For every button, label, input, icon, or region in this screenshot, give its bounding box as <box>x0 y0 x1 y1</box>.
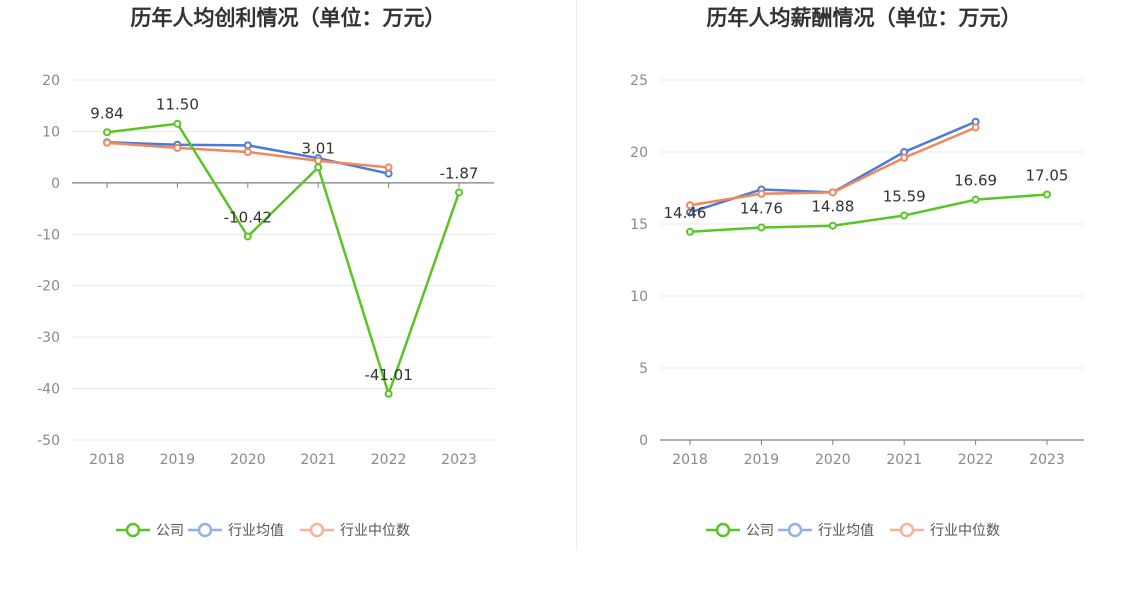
legend-item[interactable]: 行业均值 <box>778 522 874 539</box>
legend-item[interactable]: 公司 <box>706 522 774 539</box>
series-point <box>828 221 837 230</box>
series-point <box>173 119 182 128</box>
y-tick-label: 0 <box>639 433 648 449</box>
series-point <box>828 188 837 197</box>
y-tick-label: 25 <box>630 73 648 89</box>
legend-marker <box>899 522 915 538</box>
x-tick-label: 2021 <box>886 452 922 468</box>
data-label: 14.46 <box>664 204 707 222</box>
data-label: 14.88 <box>811 198 854 216</box>
y-tick-label: -20 <box>37 279 60 295</box>
legend-label: 行业中位数 <box>340 523 410 539</box>
x-tick-label: 2020 <box>815 452 851 468</box>
chart-title: 历年人均薪酬情况（单位：万元） <box>707 6 1022 30</box>
salary-per-capita-chart: 历年人均薪酬情况（单位：万元） 25 20 15 10 5 0 2018 2019 2020 20… <box>630 6 1084 539</box>
y-tick-label: 20 <box>630 145 648 161</box>
data-label: 16.69 <box>954 172 997 190</box>
x-tick-label: 2021 <box>300 452 336 468</box>
series-point <box>243 148 252 156</box>
legend-marker <box>715 522 731 538</box>
legend-label: 公司 <box>746 523 774 539</box>
series-point <box>243 232 252 241</box>
series-point <box>1043 190 1051 199</box>
series-point <box>971 195 980 204</box>
data-label: 11.50 <box>156 96 199 114</box>
x-tick-label: 2019 <box>744 452 780 468</box>
series-point <box>384 389 393 398</box>
legend-label: 公司 <box>156 523 184 539</box>
chart-legend[interactable]: 公司 行业均值 行业中位数 <box>116 522 410 539</box>
data-label: 9.84 <box>90 104 123 122</box>
series-point <box>686 208 694 217</box>
x-tick-label: 2018 <box>89 452 125 468</box>
series-point <box>757 189 766 198</box>
legend-marker <box>787 522 803 538</box>
series-line-0 <box>689 193 1048 234</box>
data-label: 14.76 <box>740 199 783 217</box>
series-point <box>314 163 323 172</box>
series-point <box>384 163 393 172</box>
series-point <box>173 143 182 152</box>
series-point <box>384 169 393 178</box>
series-point <box>757 223 766 232</box>
legend-marker <box>125 522 141 538</box>
data-label: 17.05 <box>1026 166 1069 184</box>
series-point <box>686 201 694 210</box>
legend-item[interactable]: 行业中位数 <box>300 522 410 539</box>
x-tick-label: 2023 <box>1029 452 1065 468</box>
legend-label: 行业中位数 <box>930 523 1000 539</box>
y-tick-label: -10 <box>37 227 60 243</box>
y-tick-label: 10 <box>42 124 60 140</box>
legend-item[interactable]: 行业均值 <box>188 522 284 539</box>
series-point <box>971 123 980 132</box>
y-tick-label: 20 <box>42 73 60 89</box>
x-tick-label: 2018 <box>672 452 708 468</box>
y-tick-label: 5 <box>639 361 648 377</box>
series-point <box>900 153 909 162</box>
legend-label: 行业均值 <box>228 523 284 539</box>
data-label: -10.42 <box>224 208 272 226</box>
data-label: -41.01 <box>364 366 412 384</box>
x-tick-label: 2022 <box>958 452 994 468</box>
x-tick-label: 2022 <box>371 452 407 468</box>
y-tick-label: 15 <box>630 217 648 233</box>
legend-item[interactable]: 公司 <box>116 522 184 539</box>
legend-marker <box>197 522 213 538</box>
series-point <box>900 211 909 220</box>
x-tick-label: 2023 <box>441 452 477 468</box>
series-point <box>243 141 252 150</box>
series-point <box>103 138 111 147</box>
legend-label: 行业均值 <box>818 523 874 539</box>
chart-legend[interactable]: 公司 行业均值 行业中位数 <box>706 522 1000 539</box>
panel-divider <box>576 0 577 550</box>
data-label: 15.59 <box>883 188 926 206</box>
y-tick-label: -30 <box>37 330 60 346</box>
x-tick-label: 2019 <box>160 452 196 468</box>
series-line-0 <box>106 122 461 396</box>
y-tick-label: 10 <box>630 289 648 305</box>
y-tick-label: 0 <box>51 176 60 192</box>
legend-marker <box>309 522 325 538</box>
data-label: -1.87 <box>440 164 479 182</box>
series-point <box>686 227 694 236</box>
data-label: 3.01 <box>301 139 334 157</box>
series-point <box>103 128 111 137</box>
legend-item[interactable]: 行业中位数 <box>890 522 1000 539</box>
series-point <box>314 156 323 165</box>
x-tick-label: 2020 <box>230 452 266 468</box>
profit-per-capita-chart: 历年人均创利情况（单位：万元） 20 10 0 -10 -20 -30 -40 -50 2018… <box>37 6 494 539</box>
chart-title: 历年人均创利情况（单位：万元） <box>131 6 446 30</box>
y-tick-label: -40 <box>37 382 60 398</box>
y-tick-label: -50 <box>37 433 60 449</box>
series-point <box>455 188 463 197</box>
